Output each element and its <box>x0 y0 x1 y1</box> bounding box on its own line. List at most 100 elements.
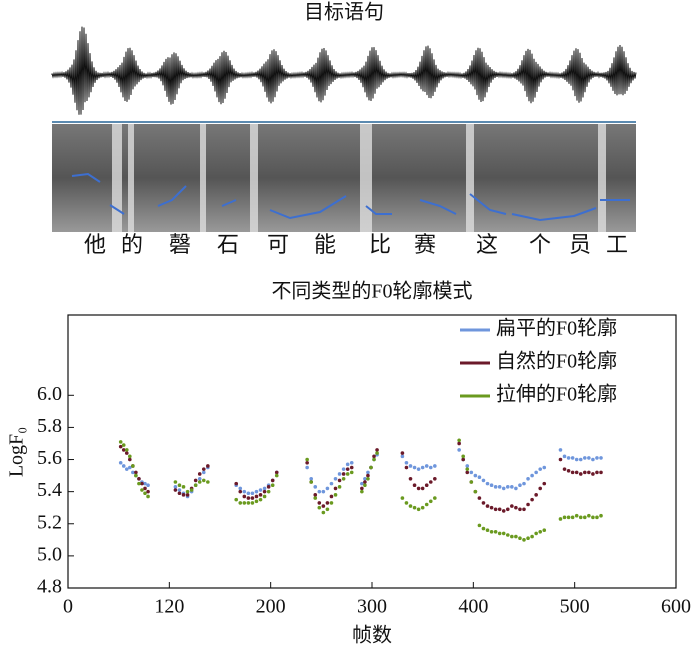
data-point <box>140 488 144 492</box>
character: 个 <box>529 232 551 257</box>
data-point <box>591 472 595 476</box>
data-point <box>146 483 150 488</box>
character: 能 <box>314 232 336 257</box>
data-point <box>534 470 538 475</box>
data-point <box>337 485 342 489</box>
data-point <box>242 494 247 499</box>
data-point <box>534 531 538 536</box>
data-point <box>266 485 271 489</box>
data-point <box>514 505 518 510</box>
data-point <box>481 526 486 531</box>
data-point <box>337 472 342 476</box>
stripe <box>360 124 372 232</box>
y-tick-label: 5.6 <box>37 447 62 469</box>
data-point <box>526 477 530 481</box>
data-point <box>325 501 330 505</box>
data-point <box>341 467 346 471</box>
data-point <box>372 454 376 459</box>
data-point <box>477 475 482 479</box>
data-point <box>337 478 342 483</box>
x-tick-label: 120 <box>154 596 184 618</box>
data-point <box>428 480 433 484</box>
data-point <box>477 523 482 528</box>
data-point <box>305 457 309 462</box>
data-point <box>510 534 514 539</box>
data-point <box>146 489 150 494</box>
data-point <box>146 494 150 499</box>
data-point <box>262 486 267 491</box>
data-point <box>173 485 178 489</box>
data-point <box>250 496 255 500</box>
data-point <box>234 497 239 502</box>
data-point <box>193 478 198 483</box>
data-point <box>587 470 591 475</box>
data-point <box>118 440 123 444</box>
data-point <box>469 480 474 484</box>
data-point <box>321 510 326 515</box>
data-point <box>457 438 461 443</box>
data-point <box>578 515 583 520</box>
data-point <box>262 489 267 494</box>
data-point <box>313 485 318 489</box>
data-point <box>542 481 547 486</box>
data-point <box>181 485 186 489</box>
data-point <box>329 481 334 486</box>
data-point <box>558 457 563 462</box>
data-point <box>349 460 354 465</box>
data-point <box>363 483 367 488</box>
stripe <box>466 124 474 232</box>
character: 石 <box>217 232 239 257</box>
data-point <box>566 468 571 473</box>
data-point <box>128 457 132 462</box>
data-point <box>360 489 364 494</box>
data-point <box>481 478 486 483</box>
data-point <box>118 460 123 465</box>
data-point <box>574 470 579 475</box>
data-point <box>562 515 567 520</box>
data-point <box>420 465 425 470</box>
data-point <box>416 486 421 491</box>
data-point <box>270 478 275 483</box>
y-tick-label: 5.0 <box>37 543 62 565</box>
data-point <box>461 454 466 459</box>
data-point <box>185 493 190 497</box>
data-point <box>558 517 563 521</box>
data-point <box>412 483 417 488</box>
data-point <box>420 486 425 491</box>
data-point <box>510 485 514 489</box>
data-point <box>404 460 409 465</box>
data-point <box>258 497 263 502</box>
data-point <box>118 444 123 449</box>
data-point <box>341 477 346 481</box>
figure-title: 目标语句 <box>304 1 384 24</box>
data-point <box>201 467 206 471</box>
data-point <box>262 494 267 499</box>
pitch-traces <box>71 172 630 222</box>
data-point <box>173 480 178 484</box>
data-point <box>485 528 490 532</box>
data-point <box>570 515 575 520</box>
data-point <box>493 529 498 534</box>
data-point <box>305 465 309 470</box>
chart-title: 不同类型的F0轮廓模式 <box>271 280 472 303</box>
data-point <box>522 507 526 512</box>
data-point <box>530 473 534 478</box>
data-point <box>317 505 322 510</box>
data-point <box>173 488 178 492</box>
data-point <box>465 464 470 468</box>
x-tick-label: 500 <box>560 596 590 618</box>
data-point <box>583 515 587 520</box>
stripe <box>128 124 134 232</box>
data-point <box>514 534 518 539</box>
data-point <box>197 480 202 484</box>
data-point <box>124 467 129 471</box>
data-point <box>505 485 510 489</box>
data-point <box>457 448 461 452</box>
data-point <box>558 448 563 452</box>
data-point <box>274 470 279 475</box>
stripe <box>112 124 122 232</box>
data-point <box>578 472 583 476</box>
y-tick-label: 4.8 <box>37 576 62 598</box>
data-point <box>238 486 243 491</box>
data-point <box>526 502 530 507</box>
